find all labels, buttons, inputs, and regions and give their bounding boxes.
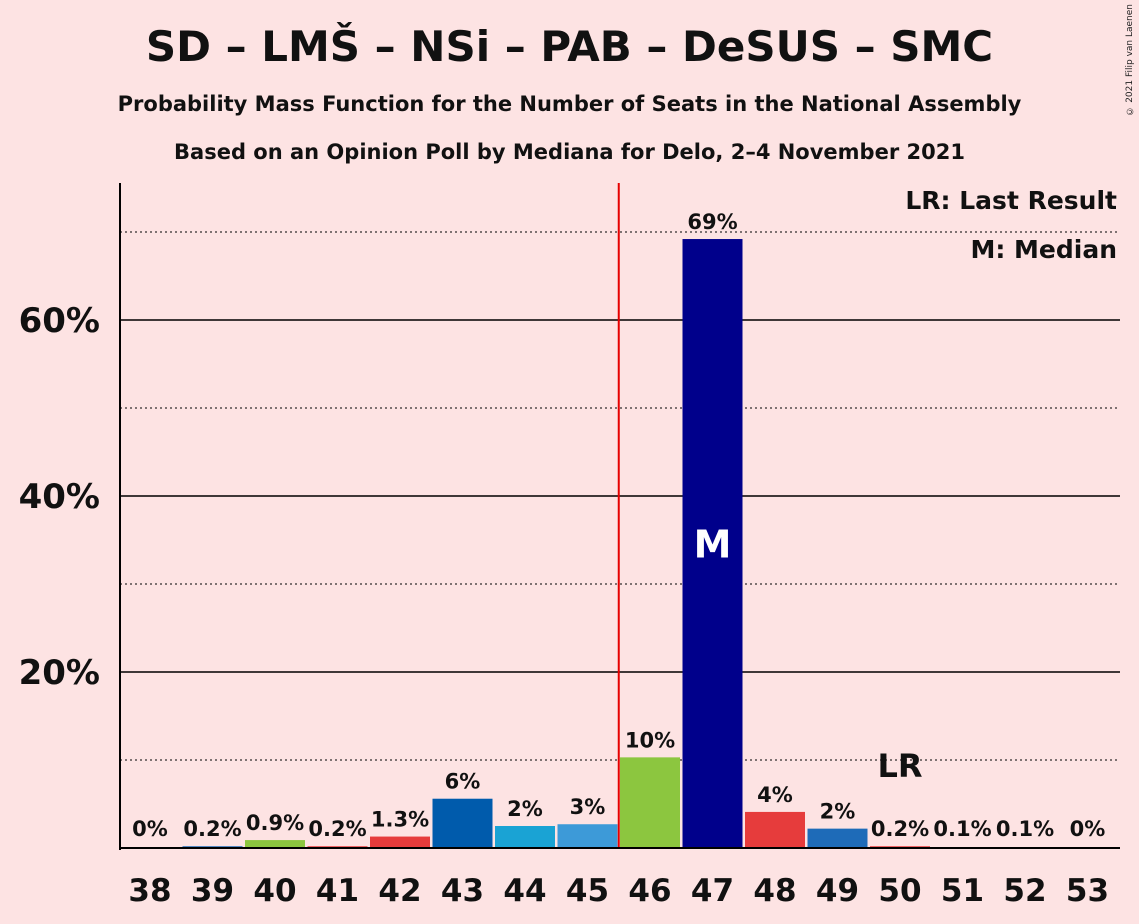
bar (432, 798, 493, 848)
legend-median: M: Median (970, 235, 1117, 264)
x-tick-label: 52 (1003, 873, 1046, 909)
bar-value-label: 0.1% (933, 817, 991, 841)
bar-value-label: 0.2% (308, 817, 366, 841)
x-tick-label: 45 (566, 873, 609, 909)
x-tick-label: 39 (191, 873, 234, 909)
bar (807, 828, 868, 848)
bar-value-label: 6% (445, 770, 481, 794)
bar-value-label: 3% (570, 795, 606, 819)
bar-value-label: 1.3% (371, 808, 429, 832)
bar (245, 840, 305, 848)
bar-value-label: 10% (625, 728, 675, 752)
bar (370, 836, 430, 848)
chart-subtitle: Probability Mass Function for the Number… (117, 92, 1022, 116)
x-tick-label: 53 (1066, 873, 1109, 909)
bar-value-label: 2% (507, 797, 543, 821)
bar (682, 239, 743, 849)
y-tick-label: 20% (19, 653, 100, 693)
x-tick-label: 47 (691, 873, 734, 909)
bar-value-label: 4% (757, 783, 793, 807)
x-tick-label: 49 (816, 873, 859, 909)
bar-value-label: 0.9% (246, 811, 304, 835)
x-tick-label: 40 (253, 873, 296, 909)
y-tick-label: 60% (19, 301, 100, 341)
bar-value-label: 0% (132, 817, 168, 841)
x-tick-label: 51 (941, 873, 984, 909)
x-tick-label: 42 (378, 873, 421, 909)
legend-last-result: LR: Last Result (905, 186, 1117, 215)
bar (620, 757, 680, 848)
bar-value-label: 0.2% (871, 817, 929, 841)
x-tick-label: 50 (878, 873, 921, 909)
x-tick-label: 43 (441, 873, 484, 909)
x-tick-label: 41 (316, 873, 359, 909)
bar-value-label: 2% (820, 800, 856, 824)
last-result-marker: LR (877, 747, 922, 785)
bar (745, 811, 805, 848)
chart-title: SD – LMŠ – NSi – PAB – DeSUS – SMC (145, 22, 994, 71)
median-marker: M (694, 523, 732, 567)
x-tick-label: 46 (628, 873, 671, 909)
y-tick-label: 40% (19, 477, 100, 517)
bar-value-label: 0% (1070, 817, 1106, 841)
bar (495, 826, 555, 848)
bar-value-label: 0.2% (183, 817, 241, 841)
x-tick-label: 44 (503, 873, 546, 909)
chart-source-subtitle: Based on an Opinion Poll by Mediana for … (174, 140, 965, 164)
bar-value-label: 69% (687, 210, 737, 234)
x-tick-label: 38 (128, 873, 171, 909)
x-tick-label: 48 (753, 873, 796, 909)
bar-value-label: 0.1% (996, 817, 1054, 841)
bar (557, 824, 618, 848)
